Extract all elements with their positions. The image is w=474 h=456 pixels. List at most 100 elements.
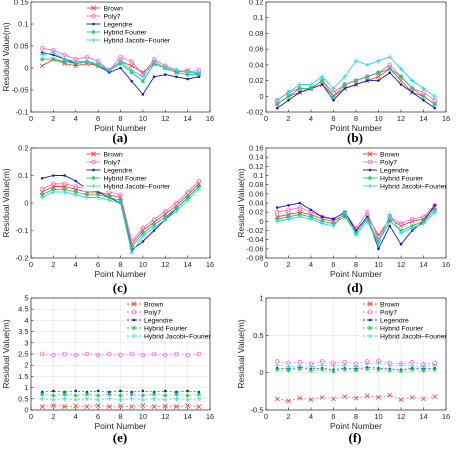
legend-marker bbox=[91, 29, 96, 35]
data-point bbox=[151, 59, 157, 64]
x-tick-label: 10 bbox=[374, 114, 382, 123]
y-tick-label: 0.05 bbox=[14, 42, 29, 51]
data-point bbox=[432, 101, 437, 107]
data-point bbox=[84, 396, 90, 401]
x-tick-label: 14 bbox=[419, 114, 427, 123]
data-point bbox=[118, 352, 123, 358]
y-tick-label: 0.08 bbox=[249, 29, 264, 38]
legend-marker bbox=[132, 318, 136, 322]
data-point bbox=[174, 68, 179, 73]
data-point bbox=[52, 174, 55, 177]
data-point bbox=[84, 59, 90, 64]
data-point bbox=[141, 93, 145, 96]
x-tick-label: 8 bbox=[354, 114, 358, 123]
legend-label: Legendre bbox=[104, 167, 133, 174]
x-tick-label: 10 bbox=[139, 114, 147, 123]
x-tick-label: 4 bbox=[309, 260, 313, 269]
data-point bbox=[84, 192, 90, 197]
y-tick-label: 0.5 bbox=[18, 394, 28, 403]
data-point bbox=[286, 207, 291, 213]
y-tick-label: 3 bbox=[24, 338, 28, 347]
legend-marker bbox=[91, 151, 96, 157]
data-point bbox=[107, 351, 112, 357]
series-2 bbox=[39, 351, 202, 358]
x-tick-label: 8 bbox=[118, 260, 122, 269]
data-point bbox=[73, 403, 79, 409]
legend-label: Brown bbox=[380, 151, 399, 158]
data-point bbox=[297, 205, 303, 210]
data-point bbox=[151, 217, 157, 222]
data-point bbox=[174, 396, 179, 401]
y-tick-label: -0.08 bbox=[246, 254, 263, 263]
data-point bbox=[163, 65, 168, 71]
x-tick-label: 16 bbox=[442, 412, 450, 421]
data-point bbox=[331, 86, 336, 91]
y-tick-label: 1 bbox=[259, 294, 263, 303]
legend-marker bbox=[367, 175, 373, 181]
legend-marker bbox=[367, 333, 373, 339]
data-point bbox=[353, 368, 359, 373]
legend-marker bbox=[367, 301, 373, 307]
data-point bbox=[73, 59, 78, 64]
data-point bbox=[107, 195, 112, 200]
data-point bbox=[85, 390, 89, 394]
y-tick-label: 0.08 bbox=[249, 180, 264, 189]
data-point bbox=[174, 392, 179, 397]
data-point bbox=[410, 86, 415, 91]
legend-marker bbox=[368, 318, 372, 322]
data-point bbox=[432, 394, 438, 400]
data-point bbox=[275, 216, 280, 222]
panel-label: (d) bbox=[347, 280, 363, 295]
x-tick-label: 10 bbox=[139, 412, 147, 421]
data-point bbox=[365, 62, 370, 68]
data-point bbox=[376, 394, 381, 400]
data-point bbox=[163, 397, 168, 403]
data-point bbox=[96, 190, 100, 194]
legend-label: Brown bbox=[380, 301, 399, 308]
x-tick-label: 6 bbox=[331, 260, 335, 269]
data-point bbox=[162, 352, 168, 358]
data-point bbox=[421, 364, 426, 369]
data-point bbox=[39, 45, 45, 51]
data-point bbox=[308, 82, 314, 87]
data-point bbox=[331, 94, 336, 99]
y-tick-label: -0.02 bbox=[246, 108, 263, 117]
x-tick-label: 12 bbox=[161, 412, 169, 421]
plot-area bbox=[266, 2, 446, 112]
data-point bbox=[129, 63, 135, 69]
y-tick-label: 0.06 bbox=[249, 45, 264, 54]
data-point bbox=[353, 230, 359, 235]
legend-label: Brown bbox=[104, 151, 123, 158]
data-point bbox=[320, 78, 325, 83]
data-point bbox=[410, 367, 415, 372]
x-tick-label: 14 bbox=[419, 260, 427, 269]
y-axis-label: Residual Value(m) bbox=[1, 22, 11, 91]
data-point bbox=[342, 367, 347, 372]
legend-marker bbox=[367, 309, 373, 315]
data-point bbox=[51, 352, 56, 358]
data-point bbox=[353, 78, 359, 83]
data-point bbox=[151, 351, 157, 357]
legend-marker bbox=[367, 183, 373, 189]
data-point bbox=[62, 181, 67, 187]
x-tick-label: 6 bbox=[331, 412, 335, 421]
y-tick-label: 4 bbox=[24, 316, 28, 325]
legend-label: Legendre bbox=[380, 167, 409, 174]
series-5 bbox=[275, 209, 437, 247]
data-point bbox=[175, 75, 178, 79]
data-point bbox=[308, 216, 314, 222]
data-point bbox=[377, 79, 380, 82]
data-point bbox=[286, 368, 291, 373]
x-tick-label: 6 bbox=[96, 260, 100, 269]
data-point bbox=[398, 397, 404, 403]
y-tick-label: 0.04 bbox=[249, 60, 264, 69]
data-point bbox=[95, 192, 101, 197]
y-tick-label: 0.12 bbox=[249, 162, 264, 171]
data-point bbox=[287, 98, 290, 102]
data-point bbox=[185, 198, 190, 203]
data-point bbox=[118, 198, 123, 203]
data-point bbox=[174, 206, 179, 211]
series-4 bbox=[275, 207, 437, 245]
